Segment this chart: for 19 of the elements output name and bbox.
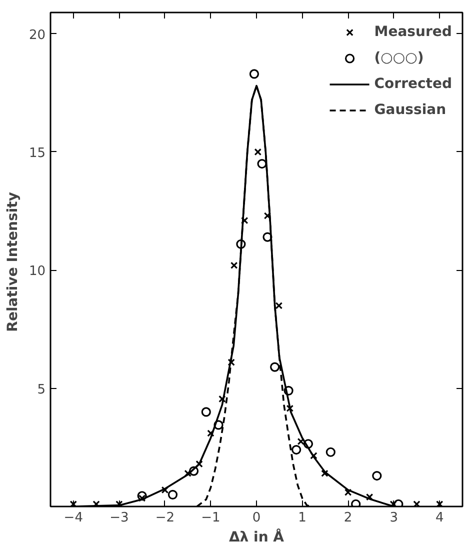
x-axis-title: Δλ in Å [228, 528, 284, 546]
y-tick-label: 5 [37, 382, 46, 398]
legend-label: (○○○) [374, 50, 424, 66]
x-tick-label: −3 [110, 510, 129, 526]
y-axis-title: Relative Intensity [4, 192, 21, 332]
y-tick-label: 20 [28, 28, 46, 43]
y-tick-label: 10 [28, 264, 46, 280]
x-tick-label: −1 [201, 510, 220, 526]
legend-label: Gaussian [374, 102, 446, 118]
legend-label: Corrected [374, 76, 452, 92]
x-tick-label: 3 [390, 510, 398, 526]
x-tick-label: 1 [298, 510, 306, 526]
x-tick-label: −4 [64, 510, 83, 526]
x-tick-label: 0 [252, 510, 261, 526]
x-tick-label: 4 [435, 510, 444, 526]
x-tick-label: 2 [344, 510, 352, 526]
x-tick-label: −2 [155, 510, 175, 526]
legend-label: Measured [374, 24, 452, 40]
y-tick-label: 15 [28, 146, 46, 161]
